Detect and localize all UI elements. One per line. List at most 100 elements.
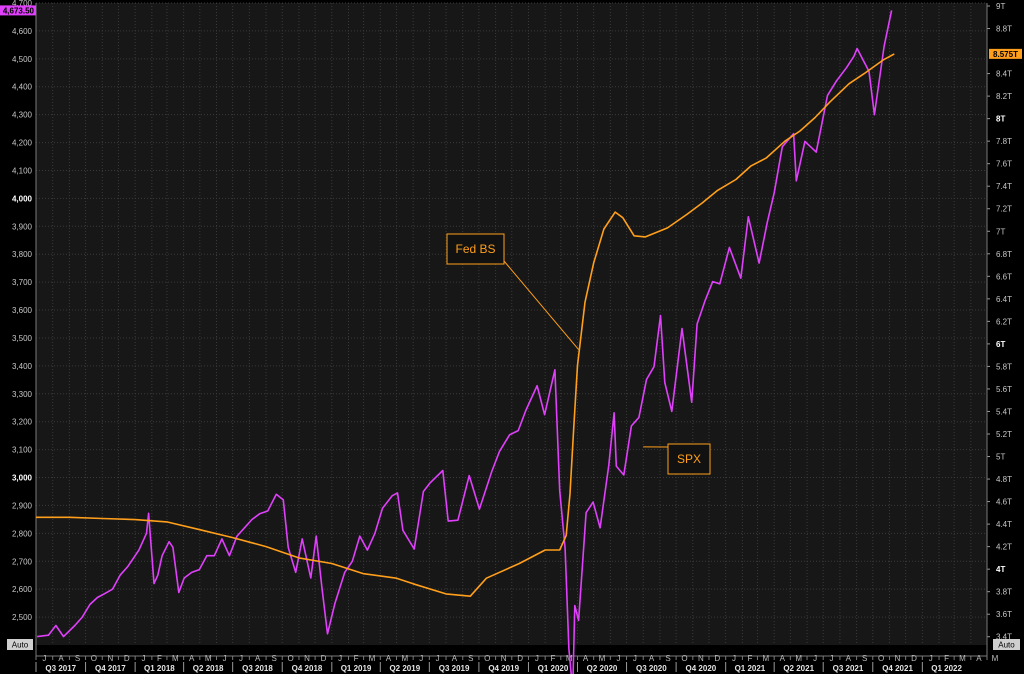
right-tick-label: 5T bbox=[996, 453, 1005, 462]
month-label: J bbox=[436, 654, 440, 663]
right-tick-label: 7T bbox=[996, 227, 1005, 236]
month-label: F bbox=[354, 654, 359, 663]
left-auto-scale-label: Auto bbox=[12, 641, 29, 650]
month-label: N bbox=[895, 654, 901, 663]
right-tick-label: 5.2T bbox=[996, 430, 1012, 439]
quarter-label: Q4 2021 bbox=[882, 664, 913, 673]
left-tick-label: 2,500 bbox=[12, 613, 33, 622]
month-label: A bbox=[583, 654, 589, 663]
fedbs-last-value-label: 8.575T bbox=[993, 50, 1018, 59]
right-tick-label: 6.4T bbox=[996, 295, 1012, 304]
left-tick-label: 4,300 bbox=[12, 111, 33, 120]
quarter-label: Q3 2019 bbox=[439, 664, 470, 673]
right-tick-label: 6T bbox=[996, 340, 1005, 349]
month-label: M bbox=[959, 654, 966, 663]
month-label: A bbox=[649, 654, 655, 663]
right-tick-label: 6.8T bbox=[996, 250, 1012, 259]
month-label: J bbox=[616, 654, 620, 663]
month-label: O bbox=[287, 654, 293, 663]
left-tick-label: 2,600 bbox=[12, 585, 33, 594]
left-tick-label: 3,700 bbox=[12, 278, 33, 287]
quarter-label: Q2 2018 bbox=[193, 664, 224, 673]
month-label: M bbox=[172, 654, 179, 663]
annotation-label: Fed BS bbox=[455, 242, 495, 256]
right-tick-label: 5.8T bbox=[996, 362, 1012, 371]
left-tick-label: 4,700 bbox=[12, 0, 33, 8]
left-tick-label: 3,800 bbox=[12, 250, 33, 259]
month-label: N bbox=[107, 654, 113, 663]
right-tick-label: 3.8T bbox=[996, 588, 1012, 597]
month-label: F bbox=[551, 654, 556, 663]
month-label: A bbox=[58, 654, 64, 663]
left-tick-label: 3,300 bbox=[12, 390, 33, 399]
month-label: M bbox=[205, 654, 212, 663]
left-tick-label: 3,000 bbox=[12, 474, 33, 483]
month-label: M bbox=[369, 654, 376, 663]
right-auto-scale-label: Auto bbox=[998, 641, 1015, 650]
left-tick-label: 3,200 bbox=[12, 418, 33, 427]
month-label: O bbox=[484, 654, 490, 663]
annotation-box[interactable] bbox=[446, 233, 505, 265]
left-tick-label: 3,100 bbox=[12, 446, 33, 455]
left-tick-label: 3,900 bbox=[12, 222, 33, 231]
right-tick-label: 3.4T bbox=[996, 633, 1012, 642]
right-tick-label: 4T bbox=[996, 565, 1005, 574]
left-tick-label: 4,400 bbox=[12, 83, 33, 92]
right-auto-scale-button[interactable] bbox=[993, 639, 1020, 650]
left-tick-label: 3,500 bbox=[12, 334, 33, 343]
right-tick-label: 9T bbox=[996, 2, 1005, 11]
month-label: J bbox=[42, 654, 46, 663]
month-label: M bbox=[992, 654, 999, 663]
quarter-label: Q4 2019 bbox=[488, 664, 519, 673]
month-label: N bbox=[501, 654, 507, 663]
month-label: J bbox=[239, 654, 243, 663]
series-line-fed-bs bbox=[36, 53, 895, 598]
quarter-label: Q3 2020 bbox=[636, 664, 667, 673]
left-auto-scale-button[interactable] bbox=[7, 639, 33, 650]
grid-lines bbox=[36, 2, 987, 645]
month-label: S bbox=[468, 654, 473, 663]
right-tick-label: 7.4T bbox=[996, 182, 1012, 191]
right-tick-label: 8.8T bbox=[996, 25, 1012, 34]
left-tick-label: 3,600 bbox=[12, 306, 33, 315]
left-tick-label: 4,100 bbox=[12, 166, 33, 175]
left-tick-label: 3,400 bbox=[12, 362, 33, 371]
quarter-label: Q4 2017 bbox=[95, 664, 126, 673]
quarter-label: Q2 2019 bbox=[389, 664, 420, 673]
quarter-label: Q2 2020 bbox=[587, 664, 618, 673]
right-tick-label: 8.4T bbox=[996, 70, 1012, 79]
month-label: D bbox=[714, 654, 720, 663]
right-tick-label: 4.4T bbox=[996, 520, 1012, 529]
left-tick-label: 4,200 bbox=[12, 139, 33, 148]
month-label: A bbox=[452, 654, 458, 663]
right-y-axis: 3.4T 3.6T 3.8T 4T 4.2T 4.4T 4.6T 4.8T 5T 5.2T 5.4T… bbox=[986, 2, 1020, 656]
month-label: D bbox=[321, 654, 327, 663]
month-label: O bbox=[681, 654, 687, 663]
right-tick-label: 8.2T bbox=[996, 92, 1012, 101]
quarter-label: Q4 2020 bbox=[686, 664, 717, 673]
right-tick-label: 7.6T bbox=[996, 160, 1012, 169]
right-tick-label: 8T bbox=[996, 115, 1005, 124]
month-label: J bbox=[141, 654, 145, 663]
month-label: J bbox=[929, 654, 933, 663]
month-label: S bbox=[862, 654, 867, 663]
left-tick-label: 2,900 bbox=[12, 501, 33, 510]
month-label: J bbox=[732, 654, 736, 663]
month-label: J bbox=[535, 654, 539, 663]
month-label: O bbox=[91, 654, 97, 663]
spx-last-value-label: 4,673.50 bbox=[3, 6, 35, 15]
left-tick-label: 2,700 bbox=[12, 557, 33, 566]
month-label: M bbox=[795, 654, 802, 663]
month-label: J bbox=[633, 654, 637, 663]
left-y-axis: 2,500 2,600 2,700 2,800 2,900 3,000 3,100 3,200… bbox=[7, 0, 37, 656]
month-label: J bbox=[813, 654, 817, 663]
quarter-label: Q4 2018 bbox=[292, 664, 323, 673]
quarter-label: Q3 2021 bbox=[833, 664, 864, 673]
fedbs-last-value-badge bbox=[989, 48, 1022, 59]
month-label: J bbox=[338, 654, 342, 663]
month-label: D bbox=[517, 654, 523, 663]
left-tick-label: 4,600 bbox=[12, 27, 33, 36]
series-lines bbox=[36, 10, 895, 674]
annotation-box[interactable] bbox=[667, 443, 711, 475]
